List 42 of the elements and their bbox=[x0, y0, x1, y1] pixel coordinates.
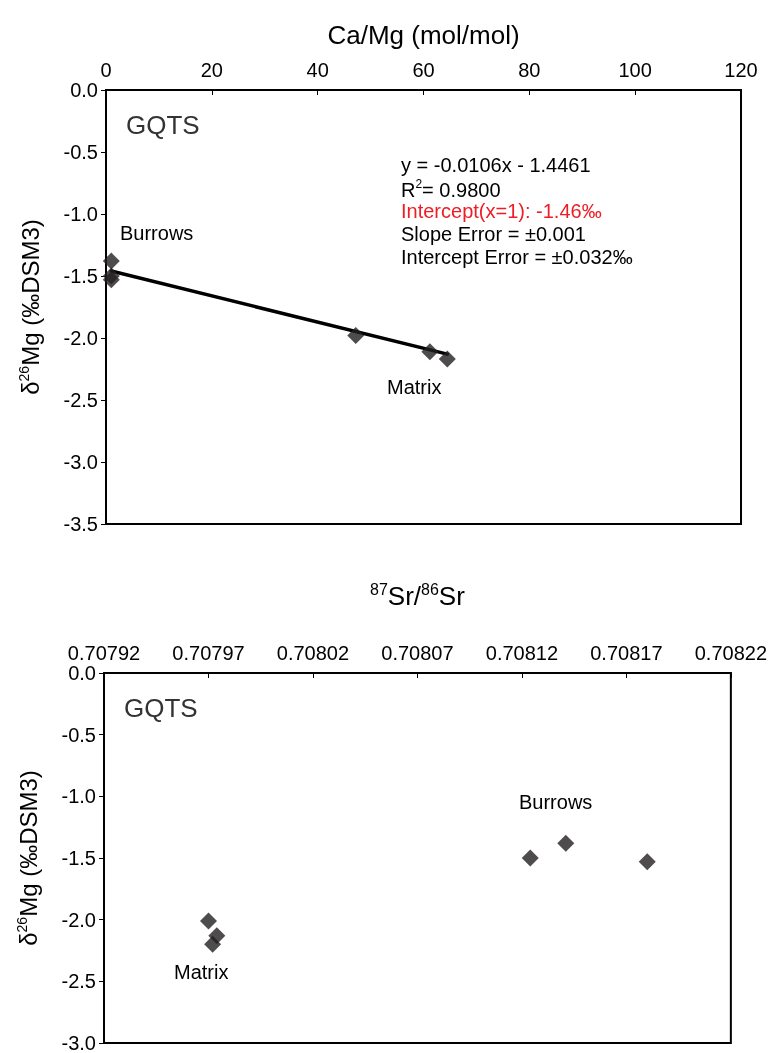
annotation: Burrows bbox=[120, 222, 194, 244]
x-tick-label: 0 bbox=[100, 59, 112, 81]
x-tick-label: 0.70807 bbox=[381, 642, 454, 664]
annotation: Burrows bbox=[519, 791, 593, 813]
x-tick-label: 0.70802 bbox=[276, 642, 350, 664]
x-tick-label: 100 bbox=[618, 59, 652, 81]
y-tick-label: -3.5 bbox=[63, 513, 98, 535]
y-tick-label: -0.5 bbox=[61, 723, 96, 746]
y-tick-label: -3.0 bbox=[61, 1032, 96, 1053]
y-axis-title: δ26Mg (‰DSM3) bbox=[16, 219, 44, 395]
annotation: Matrix bbox=[174, 961, 229, 983]
annotation: GQTS bbox=[124, 693, 198, 723]
x-tick-label: 0.70812 bbox=[485, 642, 559, 664]
x-tick-label: 20 bbox=[200, 59, 223, 81]
x-tick-label: 120 bbox=[724, 59, 758, 81]
x-tick-label: 40 bbox=[306, 59, 329, 81]
y-tick-label: -1.5 bbox=[61, 847, 96, 869]
annotation: Matrix bbox=[387, 376, 442, 398]
y-tick-label: -2.0 bbox=[61, 908, 96, 931]
y-tick-label: -2.5 bbox=[63, 389, 98, 411]
annotation: Slope Error = ±0.001 bbox=[401, 223, 586, 245]
x-tick-label: 0.70792 bbox=[67, 642, 141, 664]
x-tick-label: 0.70822 bbox=[694, 642, 767, 664]
annotation: Intercept(x=1): -1.46‰ bbox=[401, 200, 602, 222]
x-tick-label: 0.70797 bbox=[172, 642, 245, 664]
y-tick-label: 0.0 bbox=[68, 662, 96, 684]
x-axis-title: Ca/Mg (mol/mol) bbox=[327, 20, 520, 50]
y-tick-label: -1.5 bbox=[63, 265, 98, 287]
y-tick-label: -0.5 bbox=[63, 141, 98, 163]
annotation: Intercept Error = ±0.032‰ bbox=[401, 246, 633, 268]
y-tick-label: -3.0 bbox=[63, 451, 98, 473]
x-tick-label: 80 bbox=[518, 59, 541, 81]
y-axis-title: δ26Mg (‰DSM3) bbox=[14, 770, 42, 946]
annotation: GQTS bbox=[126, 110, 200, 140]
y-tick-label: -1.0 bbox=[61, 785, 96, 808]
x-tick-label: 60 bbox=[412, 59, 435, 81]
x-tick-label: 0.70817 bbox=[590, 642, 663, 664]
y-tick-label: 0.0 bbox=[70, 79, 98, 101]
y-tick-label: -2.0 bbox=[63, 327, 98, 349]
annotation: y = -0.0106x - 1.4461 bbox=[401, 154, 591, 176]
y-tick-label: -1.0 bbox=[63, 203, 98, 225]
y-tick-label: -2.5 bbox=[61, 970, 96, 993]
